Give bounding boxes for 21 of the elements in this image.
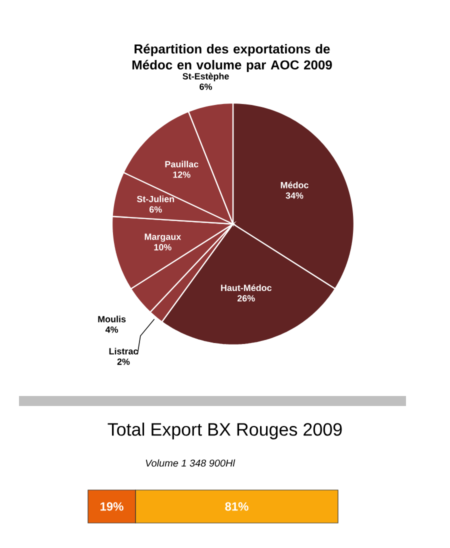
data-label: 6% — [200, 84, 212, 90]
slice-label: St-Estèphe — [182, 72, 229, 82]
slice-label: St-Julien — [136, 196, 174, 202]
chart-title: Répartition des exportations de Médoc en volume par AOC 2009 — [132, 44, 332, 72]
data-label: 34% — [286, 192, 304, 199]
chart-title: Total Export BX Rouges 2009 — [108, 422, 342, 440]
data-label: 19% — [100, 502, 124, 511]
data-label: 2% — [117, 358, 130, 365]
slice-label: Moulis — [98, 316, 126, 322]
data-label: 10% — [154, 244, 172, 250]
chart-subtitle: Volume 1 348 900Hl — [146, 459, 236, 467]
slice-label: Listrac — [109, 348, 138, 354]
slice-label: Margaux — [144, 234, 182, 242]
data-label: 12% — [173, 171, 190, 178]
data-label: 6% — [149, 206, 162, 213]
slice-label: Haut-Médoc — [221, 284, 272, 292]
data-label: 26% — [237, 295, 255, 302]
slice-label: Pauillac — [165, 160, 198, 168]
data-label: 81% — [225, 502, 248, 511]
data-label: 4% — [105, 326, 118, 333]
slice-label: Médoc — [280, 182, 308, 188]
